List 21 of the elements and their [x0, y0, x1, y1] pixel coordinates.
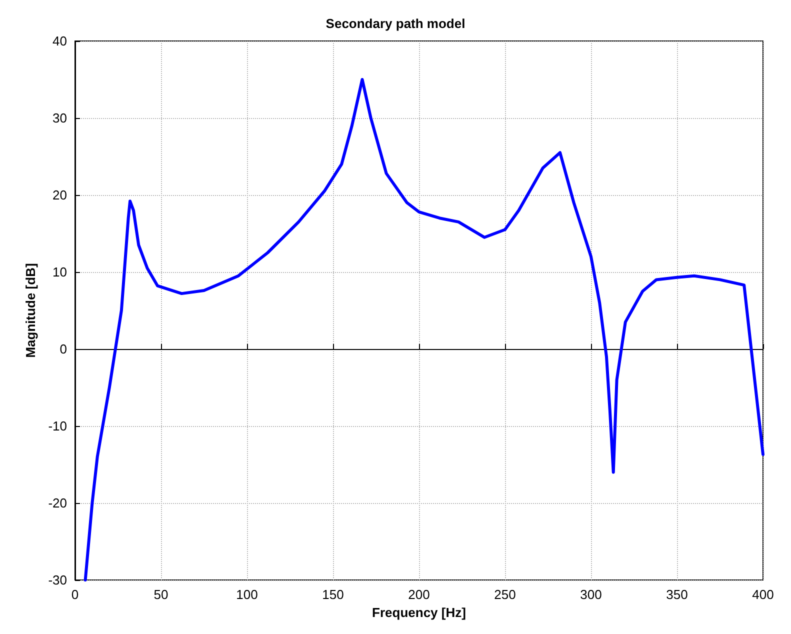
- y-tick-label: 0: [60, 342, 67, 356]
- x-tick-label: 350: [666, 587, 688, 602]
- y-tick-label: 40: [52, 34, 67, 48]
- y-tick-label: -10: [48, 418, 67, 434]
- x-tick-label: 250: [494, 587, 516, 602]
- y-tick-label: 30: [52, 110, 67, 126]
- x-tick-label: 300: [580, 587, 602, 602]
- y-tick-label: -30: [48, 572, 67, 588]
- x-axis-title: Frequency [Hz]: [372, 604, 466, 620]
- line-series: [84, 78, 764, 582]
- y-tick-label: -20: [48, 496, 67, 510]
- y-tick-label: 20: [52, 188, 67, 202]
- x-tick-label: 0: [71, 587, 79, 602]
- x-tick-label: 200: [408, 587, 430, 602]
- chart-title: Secondary path model: [326, 16, 466, 31]
- x-tick-label: 400: [752, 587, 774, 602]
- y-axis-title: Magnitude [dB]: [23, 263, 38, 358]
- x-tick-label: 100: [236, 587, 258, 602]
- x-tick-label: 50: [154, 587, 168, 602]
- y-tick-label: 10: [52, 264, 67, 280]
- x-tick-label: 150: [322, 587, 344, 602]
